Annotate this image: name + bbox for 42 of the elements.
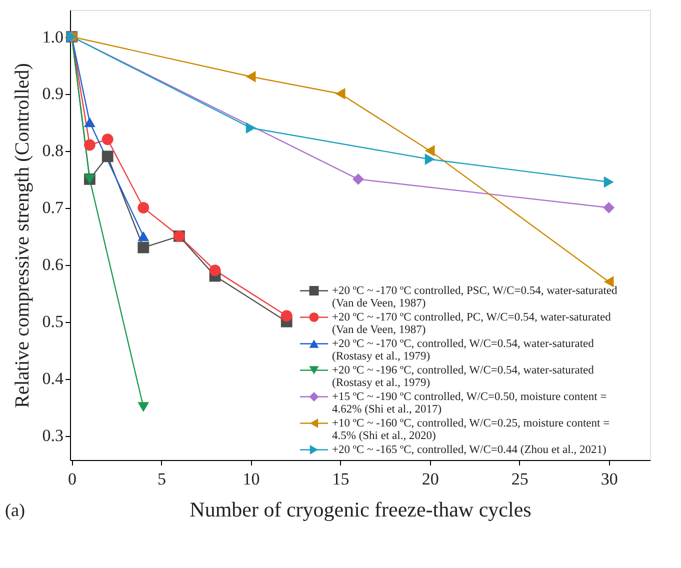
legend-label: +20 ºC ~ -196 ºC, controlled, W/C=0.54, water-saturated (Rostasy et al., 1979) bbox=[332, 364, 594, 389]
x-tick-label: 25 bbox=[511, 470, 528, 488]
point bbox=[352, 173, 364, 185]
y-tick-label: 0.8 bbox=[42, 141, 64, 160]
legend-label: +20 ºC ~ -170 ºC controlled, PC, W/C=0.54, water-saturated (Van de Veen, 1987) bbox=[332, 311, 612, 336]
x-tick-label: 5 bbox=[158, 470, 166, 488]
y-tick-label: 0.4 bbox=[42, 369, 64, 388]
point bbox=[102, 150, 114, 162]
y-tick-label: 0.9 bbox=[42, 84, 64, 104]
legend-label: +20 ºC ~ -170 ºC controlled, PSC, W/C=0.54, water-saturated (Van de Veen, 1987) bbox=[332, 284, 618, 310]
legend-label: +20 ºC ~ -165 ºC, controlled, W/C=0.44 (Zhou et al., 2021) bbox=[332, 444, 606, 456]
point bbox=[102, 134, 114, 145]
point bbox=[84, 117, 96, 128]
point bbox=[138, 242, 150, 254]
x-tick-label: 20 bbox=[422, 470, 439, 488]
point bbox=[280, 310, 292, 322]
point bbox=[138, 202, 150, 214]
y-tick-label: 0.6 bbox=[42, 255, 64, 274]
legend-label: +10 ºC ~ -160 ºC, controlled, W/C=0.25, moisture content = 4.5% (Shi et al., 2020) bbox=[332, 417, 610, 442]
text: (a) bbox=[5, 500, 25, 520]
point bbox=[424, 154, 435, 165]
point bbox=[246, 70, 256, 82]
y-tick-label: 0.3 bbox=[42, 426, 64, 446]
x-tick-label: 0 bbox=[68, 470, 77, 488]
x-axis-title: Number of cryogenic freeze-thaw cycles bbox=[190, 498, 532, 522]
point bbox=[246, 122, 256, 134]
y-axis-title: Relative compressive strength (Controlled) bbox=[11, 63, 34, 408]
point bbox=[335, 88, 346, 100]
x-tick-label: 15 bbox=[332, 470, 350, 488]
point bbox=[84, 139, 96, 151]
y-tick-label: 0.7 bbox=[42, 198, 64, 218]
legend-label: +15 ºC ~ -190 ºC controlled, W/C=0.50, moisture content = 4.62% (Shi et al., 2017) bbox=[332, 390, 607, 416]
y-tick-label: 1.0 bbox=[42, 27, 64, 46]
y-tick-label: 0.5 bbox=[42, 312, 64, 332]
point bbox=[604, 176, 614, 188]
point bbox=[209, 264, 221, 276]
legend-label: +20 ºC ~ -170 ºC, controlled, W/C=0.54, water-saturated (Rostasy et al., 1979) bbox=[332, 338, 594, 362]
point bbox=[603, 202, 615, 214]
x-tick-label: 10 bbox=[242, 470, 260, 488]
point bbox=[138, 231, 150, 242]
point bbox=[424, 144, 435, 156]
x-tick-label: 30 bbox=[600, 470, 618, 488]
